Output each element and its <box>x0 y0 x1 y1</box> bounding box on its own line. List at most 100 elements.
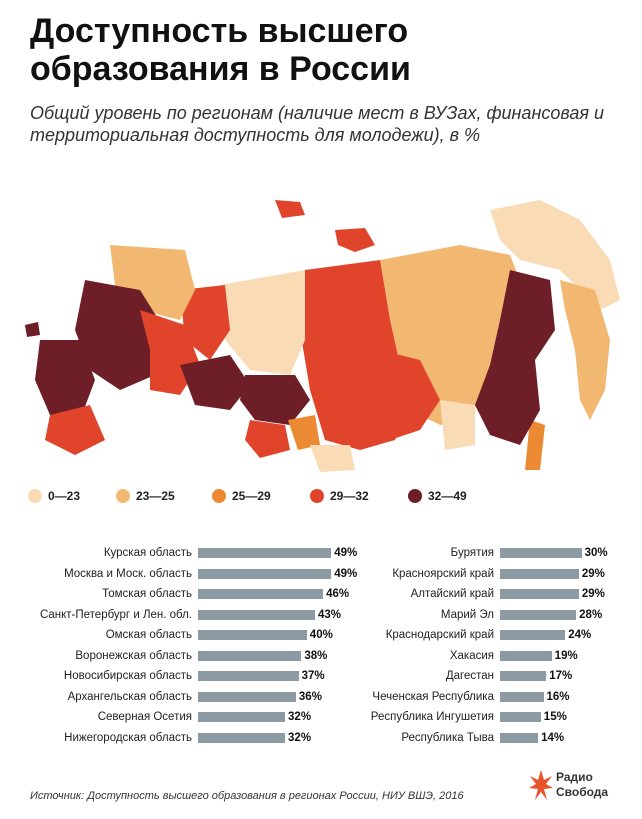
map-region-altai <box>245 420 290 458</box>
bar-category-label: Новосибирская область <box>63 670 192 682</box>
bar-value-label: 36% <box>298 690 322 703</box>
bar-value-label: 19% <box>554 649 578 662</box>
map-region-kamchatka <box>560 280 610 420</box>
page-title: Доступность высшего образования в России <box>30 12 411 88</box>
legend-item: 0—23 <box>28 486 80 506</box>
bar-category-label: Томская область <box>102 588 192 600</box>
map-region-far-east <box>490 200 620 310</box>
bar-value-label: 15% <box>543 711 567 723</box>
map-region-central-russia <box>75 280 165 390</box>
bar <box>500 568 579 579</box>
bar <box>500 671 547 681</box>
legend-dot-1 <box>116 489 130 503</box>
logo-line1: Радио <box>556 770 593 784</box>
map-region-sakhalin <box>525 420 545 470</box>
bar-category-label: Чеченская Республика <box>372 690 494 703</box>
bar-category-label: Хакасия <box>449 649 494 662</box>
bar <box>198 630 307 640</box>
map-region-irkutsk <box>370 350 440 440</box>
source-note: Источник: Доступность высшего образовани… <box>30 790 464 802</box>
bar-chart: Курская область 49% Москва и Моск. область… <box>0 545 642 760</box>
bar-category-label: Северная Осетия <box>97 711 192 723</box>
bar-value-label: 46% <box>326 588 350 600</box>
bar <box>198 650 302 661</box>
legend-label: 0—23 <box>48 489 81 503</box>
map-region-khabarovsk <box>475 270 555 445</box>
bar <box>500 548 582 558</box>
bar-category-label: Алтайский край <box>410 588 494 600</box>
legend-label: 23—25 <box>136 489 175 503</box>
bar-category-label: Воронежская область <box>75 649 192 662</box>
legend-dot-4 <box>408 489 422 503</box>
map-region-kemerovo <box>288 415 320 450</box>
bar-value-label: 37% <box>301 670 325 682</box>
bar-category-label: Красноярский край <box>392 567 494 580</box>
bar <box>500 691 544 702</box>
bar-category-label: Омская область <box>105 629 192 641</box>
legend: 0—23 23—25 25—29 29—32 32—49 <box>28 486 628 506</box>
bar-category-label: Архангельская область <box>67 690 192 703</box>
bar <box>198 568 332 579</box>
bar <box>500 630 566 640</box>
bar-value-label: 29% <box>581 588 605 600</box>
bar-category-label: Москва и Моск. область <box>64 567 192 580</box>
legend-label: 29—32 <box>330 489 369 503</box>
legend-label: 25—29 <box>232 489 271 503</box>
bar-category-label: Санкт-Петербург и Лен. обл. <box>39 608 192 621</box>
bar <box>500 609 577 620</box>
legend-dot-3 <box>310 489 324 503</box>
bar-category-label: Марий Эл <box>440 608 494 621</box>
map-region-tyva <box>310 445 355 472</box>
bar-value-label: 16% <box>546 690 570 703</box>
legend-dot-2 <box>212 489 226 503</box>
bar-value-label: 38% <box>304 649 328 662</box>
bar-value-label: 17% <box>549 670 573 682</box>
legend-item: 25—29 <box>212 486 271 506</box>
bar <box>198 609 315 620</box>
bar <box>500 650 552 661</box>
map-region-amur <box>440 400 475 450</box>
bar <box>198 712 286 722</box>
legend-item: 29—32 <box>310 486 369 506</box>
map-region-caucasus <box>45 405 105 455</box>
map-region-taymyr <box>335 228 375 252</box>
bar-category-label: Нижегородская область <box>64 731 192 744</box>
bar-value-label: 29% <box>581 567 605 580</box>
bar-value-label: 14% <box>541 731 565 744</box>
map-region-komi <box>180 285 230 360</box>
bar <box>198 691 296 702</box>
page-subtitle: Общий уровень по регионам (наличие мест … <box>30 103 604 145</box>
bar-value-label: 32% <box>288 711 312 723</box>
legend-dot-0 <box>28 489 42 503</box>
map-region-ural <box>180 355 250 410</box>
map-region-omsk-novosibirsk <box>240 375 310 425</box>
logo-flame-icon <box>529 770 553 800</box>
bar-category-label: Краснодарский край <box>385 629 494 641</box>
bar <box>198 548 332 558</box>
bar <box>500 732 539 743</box>
bar-category-label: Республика Ингушетия <box>370 711 494 723</box>
bar-category-label: Бурятия <box>450 547 494 559</box>
bar-value-label: 32% <box>288 731 312 744</box>
bar-category-label: Дагестан <box>445 670 494 682</box>
bar <box>500 712 541 722</box>
bar-value-label: 49% <box>334 547 358 559</box>
map-region-kaliningrad <box>25 322 40 337</box>
legend-label: 32—49 <box>428 489 467 503</box>
bar-value-label: 43% <box>317 608 341 621</box>
radio-svoboda-logo: Радио Свобода <box>528 768 628 808</box>
russia-map <box>25 200 620 472</box>
bar-value-label: 24% <box>568 629 592 641</box>
legend-item: 32—49 <box>408 486 467 506</box>
bar-category-label: Республика Тыва <box>401 731 494 744</box>
bar-value-label: 30% <box>584 547 608 559</box>
logo-line2: Свобода <box>556 785 609 799</box>
bar-value-label: 49% <box>334 567 358 580</box>
legend-item: 23—25 <box>116 486 175 506</box>
bar-category-label: Курская область <box>103 547 192 559</box>
bar <box>198 589 324 599</box>
bar <box>500 589 579 599</box>
bar <box>198 671 299 681</box>
bar-value-label: 28% <box>579 608 603 621</box>
map-region-south <box>35 340 95 420</box>
